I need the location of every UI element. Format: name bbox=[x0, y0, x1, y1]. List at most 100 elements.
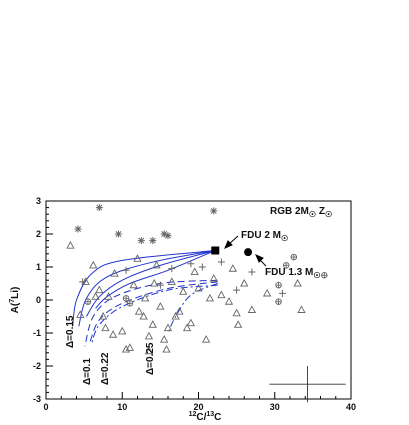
triangle-point bbox=[194, 283, 203, 292]
delta-label-022: Δ=0.22 bbox=[100, 352, 111, 385]
model-curve-5 bbox=[84, 279, 218, 347]
circle-plus-point bbox=[283, 262, 290, 269]
y-tick-label: 0 bbox=[36, 295, 41, 305]
y-tick-label: -1 bbox=[33, 328, 41, 338]
circle-plus-point bbox=[122, 295, 130, 302]
y-tick-label: 2 bbox=[36, 229, 41, 239]
triangle-point bbox=[129, 280, 138, 289]
triangle-point bbox=[125, 343, 135, 351]
circle-plus-point bbox=[290, 253, 298, 261]
delta-label-01: Δ=0.1 bbox=[82, 358, 93, 385]
triangle-point bbox=[247, 305, 257, 313]
x-tick-label: 10 bbox=[117, 402, 127, 412]
triangle-point bbox=[163, 323, 173, 332]
triangle-point bbox=[108, 330, 118, 338]
triangle-point bbox=[240, 278, 249, 287]
circle-plus-point bbox=[321, 272, 328, 279]
triangle-point bbox=[201, 335, 211, 343]
triangle-point bbox=[150, 278, 159, 287]
triangle-point bbox=[224, 297, 234, 305]
x-tick-label: 40 bbox=[346, 402, 356, 412]
model-curve-4 bbox=[95, 250, 216, 309]
plus-point bbox=[233, 286, 241, 294]
triangle-point bbox=[175, 307, 184, 315]
triangle-point bbox=[217, 290, 226, 299]
triangle-point bbox=[91, 292, 100, 300]
plus-point bbox=[278, 289, 286, 297]
triangle-point bbox=[152, 260, 161, 269]
asterisk-point bbox=[114, 230, 122, 238]
y-tick-label: -2 bbox=[33, 361, 41, 371]
delta-label-015: Δ=0.15 bbox=[65, 315, 76, 348]
triangle-point bbox=[186, 318, 196, 327]
model-curve-2 bbox=[78, 250, 216, 327]
error-bar bbox=[269, 366, 346, 403]
triangle-point bbox=[134, 307, 144, 315]
triangle-point bbox=[144, 346, 154, 355]
triangle-point bbox=[190, 267, 199, 275]
model-curve-3 bbox=[85, 250, 216, 317]
y-axis-label: A(7Li) bbox=[9, 287, 21, 314]
annotation-fdu-13m: FDU 1.3 M☉ bbox=[265, 267, 321, 280]
asterisk-point bbox=[95, 204, 103, 212]
triangle-point bbox=[162, 344, 171, 353]
asterisk-point bbox=[210, 207, 218, 215]
triangle-point bbox=[118, 326, 127, 335]
circle-plus-point bbox=[275, 282, 282, 289]
circle-plus-point bbox=[282, 262, 290, 269]
triangle-point bbox=[99, 311, 108, 320]
x-tick-label: 0 bbox=[43, 402, 48, 412]
triangle-point bbox=[76, 310, 85, 318]
triangle-point bbox=[148, 320, 157, 328]
plus-point bbox=[198, 263, 206, 271]
triangle-point bbox=[95, 285, 104, 294]
triangle-point bbox=[293, 278, 302, 287]
circle-plus-point bbox=[126, 300, 133, 307]
triangle-point bbox=[110, 269, 119, 277]
triangle-point bbox=[205, 293, 215, 302]
model-curve-7 bbox=[91, 284, 218, 344]
fdu-2m-marker bbox=[211, 246, 220, 255]
plus-point bbox=[187, 260, 195, 268]
plus-point bbox=[168, 265, 176, 273]
delta-label-025: Δ=0.25 bbox=[145, 342, 156, 375]
triangle-point bbox=[297, 305, 306, 313]
triangle-point bbox=[133, 254, 142, 262]
triangle-point bbox=[66, 241, 75, 249]
x-tick-label: 20 bbox=[193, 402, 203, 412]
triangle-point bbox=[182, 323, 192, 332]
triangle-point bbox=[209, 274, 218, 282]
triangle-point bbox=[262, 288, 272, 297]
model-curve-1 bbox=[72, 250, 216, 327]
triangle-point bbox=[171, 311, 180, 320]
circle-plus-point bbox=[290, 254, 297, 261]
triangle-point bbox=[160, 335, 169, 343]
y-tick-label: -3 bbox=[33, 394, 41, 404]
model-curve-8 bbox=[167, 283, 218, 334]
triangle-point bbox=[228, 264, 237, 272]
triangle-point bbox=[104, 292, 113, 300]
axis-ticks: 0 10 20 30 40 -3 -2 -1 0 1 2 3 bbox=[33, 196, 356, 412]
model-curves bbox=[72, 250, 218, 347]
plus-point bbox=[217, 258, 225, 266]
triangle-point bbox=[139, 311, 148, 320]
asterisk-point bbox=[149, 237, 157, 245]
circle-plus-point bbox=[84, 298, 91, 305]
triangle-point bbox=[101, 323, 110, 332]
triangle-point bbox=[179, 287, 188, 295]
triangle-point bbox=[233, 320, 243, 328]
plus-point bbox=[156, 281, 164, 289]
triangle-point bbox=[144, 331, 154, 340]
triangle-point bbox=[167, 277, 176, 285]
circle-plus-point bbox=[321, 272, 328, 279]
plus-point bbox=[79, 278, 87, 286]
data-points bbox=[66, 204, 328, 355]
asterisk-point bbox=[137, 237, 145, 245]
asterisk-point bbox=[74, 225, 82, 233]
asterisk-point bbox=[164, 232, 172, 240]
triangle-point bbox=[89, 260, 98, 269]
x-tick-label: 30 bbox=[270, 402, 280, 412]
x-axis-label: 12C/13C bbox=[189, 411, 222, 423]
asterisk-point bbox=[160, 230, 168, 238]
